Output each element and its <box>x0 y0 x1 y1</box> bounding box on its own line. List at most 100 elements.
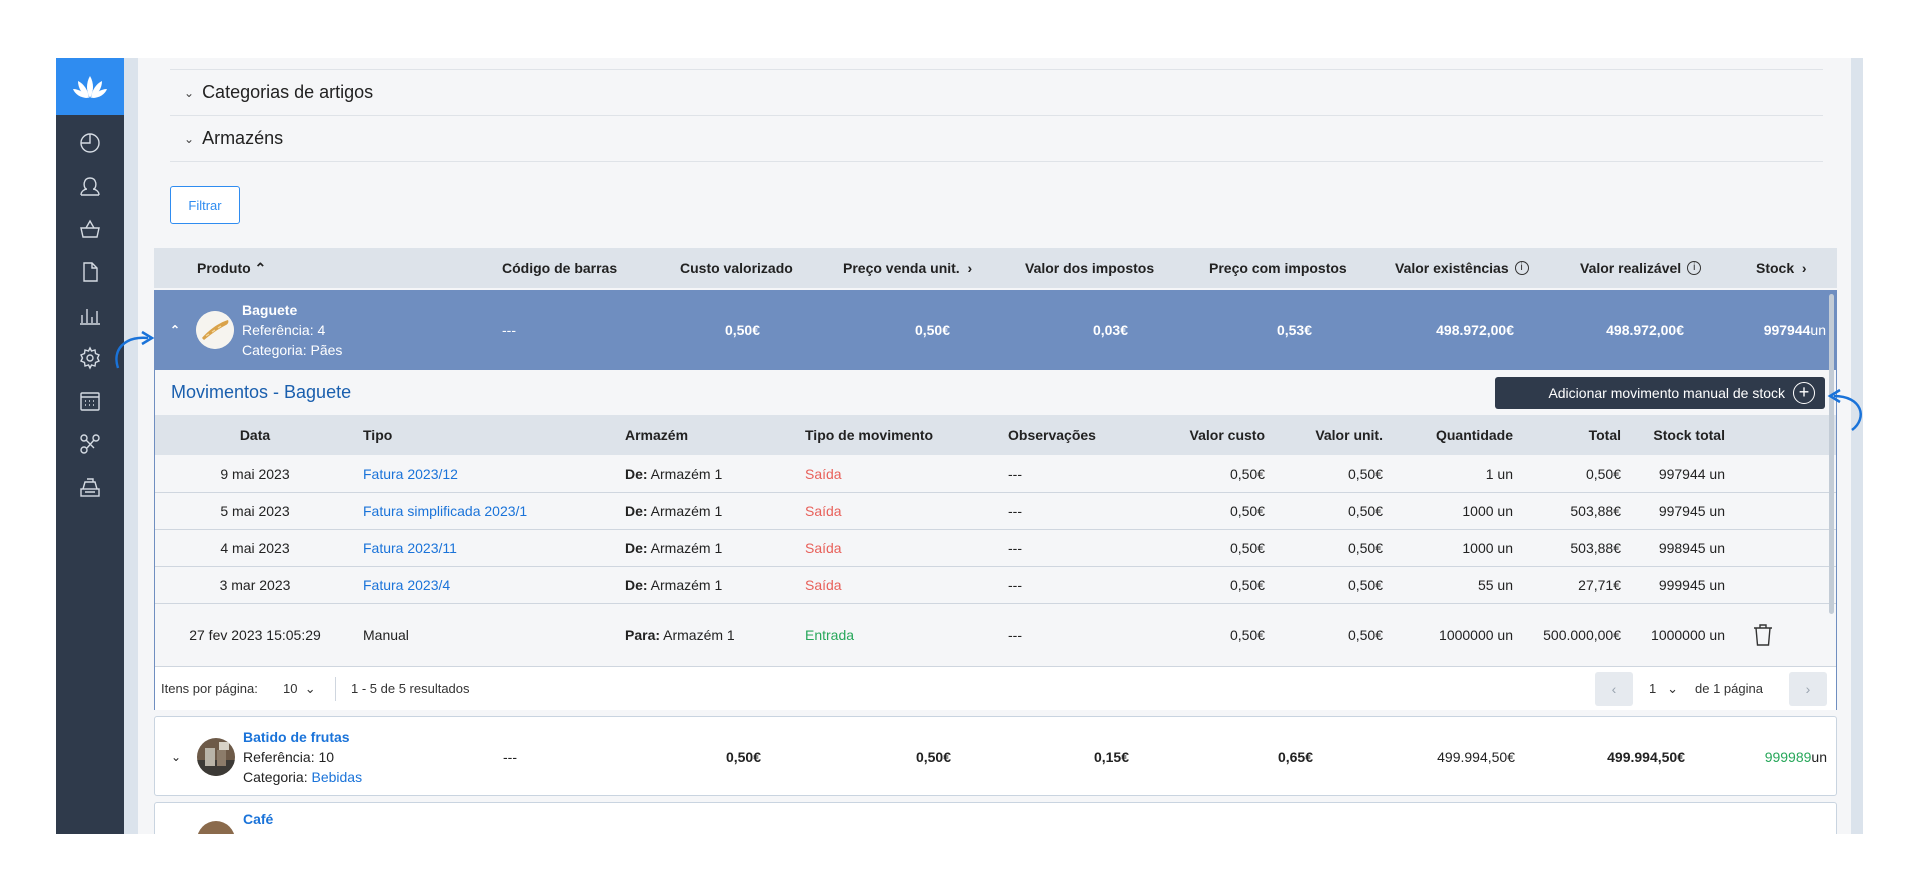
per-page-value: 10 <box>283 681 298 696</box>
product-category: Categoria: Bebidas <box>243 767 362 787</box>
direction-label: De: <box>625 466 648 482</box>
sidebar-item-pos[interactable] <box>56 465 124 508</box>
movement-warehouse: De: Armazém 1 <box>625 493 722 529</box>
col-produto[interactable]: Produto ⌃ <box>197 248 266 288</box>
movement-row: 4 mai 2023 Fatura 2023/11 De: Armazém 1 … <box>155 530 1836 567</box>
product-info: Café <box>243 809 273 829</box>
col-valor-custo: Valor custo <box>1189 427 1265 443</box>
lotus-logo-icon[interactable] <box>56 58 124 115</box>
category-link[interactable]: Bebidas <box>311 769 363 785</box>
movement-type: Saída <box>805 466 842 482</box>
movement-total: 27,71€ <box>1578 577 1621 593</box>
movement-notes: --- <box>1008 466 1022 482</box>
page-value: 1 <box>1649 681 1657 696</box>
warehouse-name: Armazém 1 <box>647 577 723 593</box>
movement-type: Entrada <box>805 627 855 643</box>
sidebar-item-calendar[interactable] <box>56 379 124 422</box>
info-icon[interactable]: i <box>1514 261 1529 275</box>
plus-circle-icon: + <box>1793 382 1815 404</box>
scrollbar[interactable] <box>1829 294 1834 614</box>
sidebar-item-settings[interactable] <box>56 336 124 379</box>
preco-venda: 0,50€ <box>914 322 950 338</box>
add-manual-movement-button[interactable]: Adicionar movimento manual de stock + <box>1495 377 1825 409</box>
stock: 999989 un <box>1715 717 1827 797</box>
pagination-bar: Itens por página: 10 ⌄ 1 - 5 de 5 result… <box>155 666 1836 710</box>
movement-document-link[interactable]: Fatura simplificada 2023/1 <box>363 503 528 519</box>
stock-unit: un <box>1810 322 1826 338</box>
chevron-up-icon[interactable]: ⌃ <box>170 323 181 337</box>
sidebar-item-integrations[interactable] <box>56 422 124 465</box>
next-page-button[interactable]: › <box>1789 672 1827 706</box>
product-row-cafe[interactable]: Café <box>154 802 1837 834</box>
warehouse-name: Armazém 1 <box>647 540 723 556</box>
barcode: --- <box>502 322 516 338</box>
col-label: Valor existências <box>1395 260 1509 276</box>
col-preco-venda[interactable]: Preço venda unit. › <box>843 248 972 288</box>
impostos: 0,03€ <box>1092 322 1128 338</box>
accordion-divider <box>170 58 1823 70</box>
movement-quantity: 1000 un <box>1462 503 1513 519</box>
col-valor-unit: Valor unit. <box>1315 427 1383 443</box>
movement-cost: 0,50€ <box>1229 627 1265 643</box>
calendar-icon <box>80 391 100 411</box>
accordion-label: Categorias de artigos <box>202 82 374 102</box>
chevron-down-icon: ⌄ <box>304 680 316 696</box>
col-label: Valor realizável <box>1580 260 1682 276</box>
arrow-annotation-icon <box>1827 388 1862 431</box>
movement-cost: 0,50€ <box>1229 503 1265 519</box>
col-stock[interactable]: Stock › <box>1756 248 1807 288</box>
sidebar-item-sales[interactable] <box>56 207 124 250</box>
warehouse-name: Armazém 1 <box>660 627 735 643</box>
chevron-down-icon: ⌄ <box>184 85 195 100</box>
product-row-batido[interactable]: ⌄ Batido de frutas Referência: 10 Catego… <box>154 716 1837 796</box>
direction-label: De: <box>625 503 648 519</box>
info-icon[interactable]: i <box>1687 261 1702 275</box>
prev-page-button[interactable]: ‹ <box>1595 672 1633 706</box>
direction-label: De: <box>625 577 648 593</box>
document-icon <box>83 261 98 282</box>
movement-document: Manual <box>363 627 409 643</box>
movement-unit-value: 0,50€ <box>1347 503 1383 519</box>
integrations-icon <box>80 433 100 454</box>
chevron-down-icon[interactable]: ⌄ <box>171 750 182 764</box>
page-select[interactable]: 1 ⌄ <box>1649 667 1678 710</box>
movement-cost: 0,50€ <box>1229 466 1265 482</box>
movement-date: 27 fev 2023 15:05:29 <box>189 627 321 643</box>
accordion-warehouses[interactable]: ⌄ Armazéns <box>170 116 1823 162</box>
products-table-header: Produto ⌃ Código de barras Custo valoriz… <box>154 248 1837 288</box>
product-name[interactable]: Batido de frutas <box>243 729 350 745</box>
page-total: de 1 página <box>1695 681 1763 696</box>
results-count: 1 - 5 de 5 resultados <box>351 681 470 696</box>
movement-document-link[interactable]: Fatura 2023/11 <box>363 540 457 556</box>
col-impostos: Valor dos impostos <box>1025 260 1155 276</box>
movement-quantity: 1000000 un <box>1439 627 1513 643</box>
per-page-label: Itens por página: <box>161 681 258 696</box>
direction-label: De: <box>625 540 648 556</box>
gear-icon <box>80 345 100 370</box>
movement-stock-total: 997944 un <box>1658 466 1725 482</box>
product-name[interactable]: Baguete <box>242 302 298 318</box>
preco-com-impostos: 0,65€ <box>1277 749 1313 765</box>
product-name[interactable]: Café <box>243 811 274 827</box>
movement-stock-total: 998945 un <box>1658 540 1725 556</box>
preco-com-impostos: 0,53€ <box>1276 322 1312 338</box>
right-gutter <box>1851 58 1863 834</box>
col-codigo-barras: Código de barras <box>502 260 618 276</box>
accordion-categories[interactable]: ⌄ Categorias de artigos <box>170 70 1823 116</box>
product-row-baguete[interactable]: ⌃ Baguete Referência: 4 Categoria: Pães … <box>154 290 1837 370</box>
sidebar-item-documents[interactable] <box>56 250 124 293</box>
product-category: Categoria: Pães <box>242 340 342 360</box>
movement-document-link[interactable]: Fatura 2023/4 <box>363 577 451 593</box>
custo: 0,50€ <box>724 322 760 338</box>
per-page-select[interactable]: 10 ⌄ <box>283 667 316 710</box>
sidebar-item-dashboard[interactable] <box>56 121 124 164</box>
movement-document-link[interactable]: Fatura 2023/12 <box>363 466 458 482</box>
filter-button[interactable]: Filtrar <box>170 186 240 224</box>
col-label: Preço venda unit. <box>843 260 960 276</box>
trash-icon[interactable] <box>1753 604 1773 666</box>
movement-row: 9 mai 2023 Fatura 2023/12 De: Armazém 1 … <box>155 456 1836 493</box>
sidebar-item-reports[interactable] <box>56 293 124 336</box>
movement-row: 3 mar 2023 Fatura 2023/4 De: Armazém 1 S… <box>155 567 1836 604</box>
product-avatar <box>197 821 235 834</box>
sidebar-item-clients[interactable] <box>56 164 124 207</box>
